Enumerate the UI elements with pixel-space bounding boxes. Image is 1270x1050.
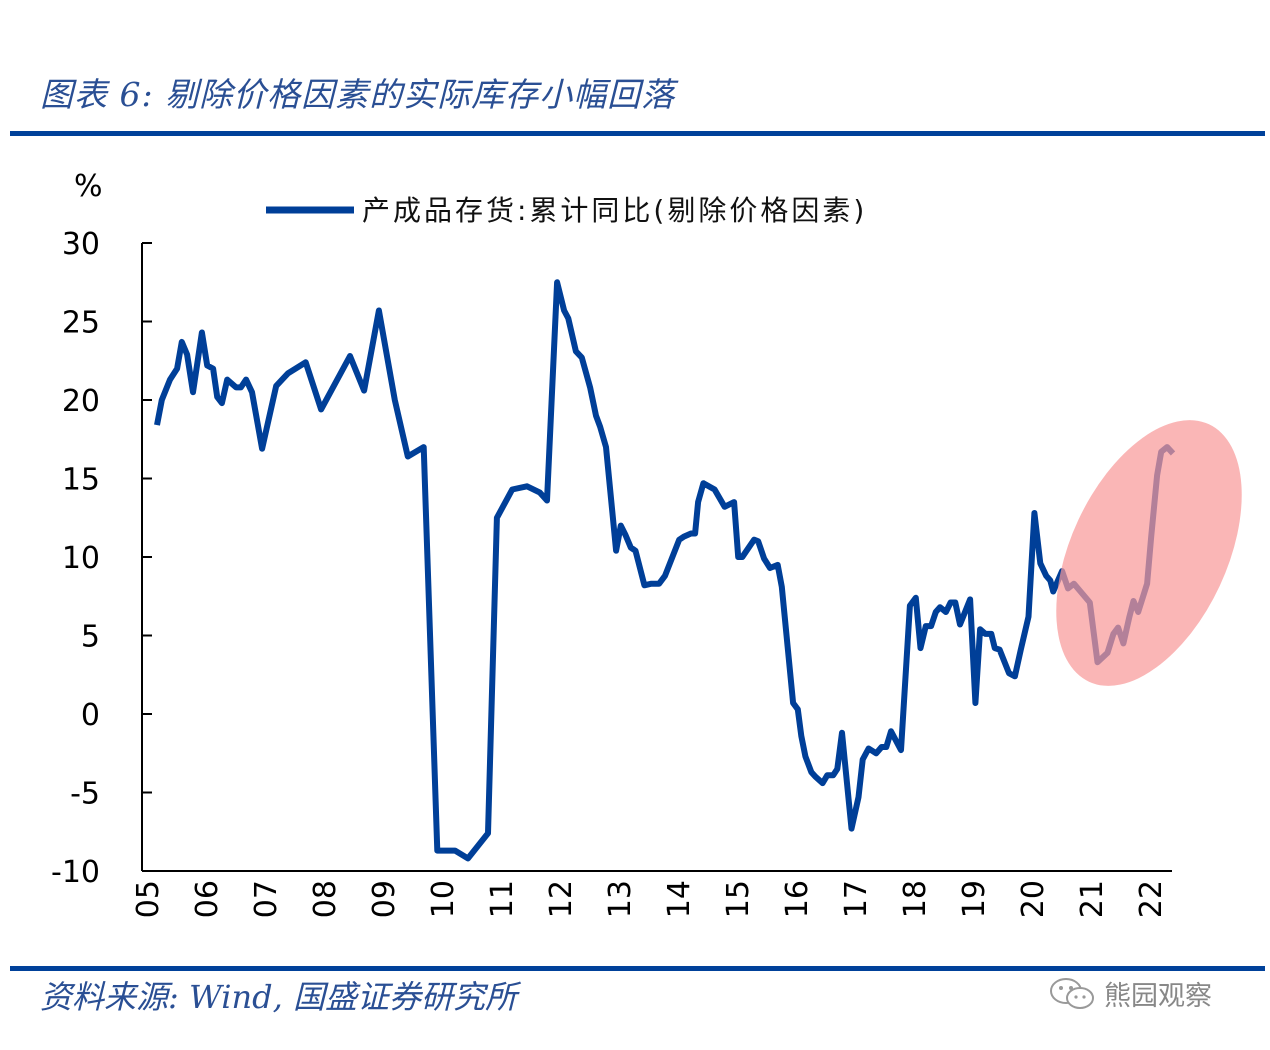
x-tick-label: 10 xyxy=(426,880,461,918)
top-rule xyxy=(10,131,1265,136)
watermark-text: 熊园观察 xyxy=(1104,981,1212,1012)
x-tick-label: 05 xyxy=(131,880,166,918)
source-note: 资料来源: Wind, 国盛证券研究所 xyxy=(40,978,517,1016)
x-tick-label: 18 xyxy=(898,880,933,918)
x-tick-label: 19 xyxy=(957,880,992,918)
x-tick-label: 22 xyxy=(1134,880,1169,918)
x-tick-label: 06 xyxy=(190,880,225,918)
bottom-rule xyxy=(10,966,1265,971)
y-tick-label: 15 xyxy=(62,463,100,498)
y-tick-label: -5 xyxy=(70,777,100,812)
y-tick-label: 10 xyxy=(62,541,100,576)
x-tick-label: 11 xyxy=(485,880,520,918)
x-tick-label: 12 xyxy=(544,880,579,918)
x-tick-label: 21 xyxy=(1075,880,1110,918)
x-tick-label: 16 xyxy=(780,880,815,918)
x-tick-label: 15 xyxy=(721,880,756,918)
x-tick-label: 20 xyxy=(1016,880,1051,918)
y-axis-unit: % xyxy=(74,169,103,204)
series-line xyxy=(154,279,1176,862)
y-tick-label: -10 xyxy=(51,855,100,890)
y-tick-label: 20 xyxy=(62,384,100,419)
x-tick-label: 13 xyxy=(603,880,638,918)
highlight-ellipse xyxy=(1056,420,1242,686)
x-tick-label: 17 xyxy=(839,880,874,918)
y-tick-label: 5 xyxy=(81,620,100,655)
legend: 产成品存货:累计同比(剔除价格因素) xyxy=(266,194,867,227)
y-tick-label: 30 xyxy=(62,227,100,262)
watermark: 熊园观察 xyxy=(1048,974,1212,1013)
y-tick-label: 0 xyxy=(81,698,100,733)
wechat-icon xyxy=(1050,977,1094,1009)
x-tick-label: 08 xyxy=(308,880,343,918)
x-tick-label: 07 xyxy=(249,880,284,918)
x-tick-label: 14 xyxy=(662,880,697,918)
y-tick-label: 25 xyxy=(62,306,100,341)
figure-title: 图表 6: 剔除价格因素的实际库存小幅回落 xyxy=(40,75,676,114)
x-tick-label: 09 xyxy=(367,880,402,918)
legend-label: 产成品存货:累计同比(剔除价格因素) xyxy=(362,194,867,227)
